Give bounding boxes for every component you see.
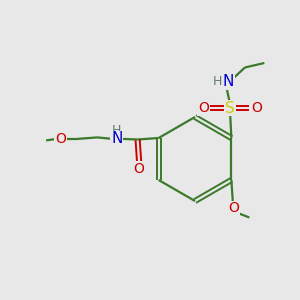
Text: H: H (112, 124, 122, 137)
Text: O: O (228, 202, 239, 215)
Text: O: O (251, 101, 262, 115)
Text: N: N (223, 74, 234, 89)
Text: S: S (225, 100, 235, 116)
Text: N: N (111, 131, 123, 146)
Text: H: H (213, 75, 222, 88)
Text: O: O (55, 132, 66, 146)
Text: O: O (198, 101, 209, 115)
Text: O: O (134, 162, 145, 176)
